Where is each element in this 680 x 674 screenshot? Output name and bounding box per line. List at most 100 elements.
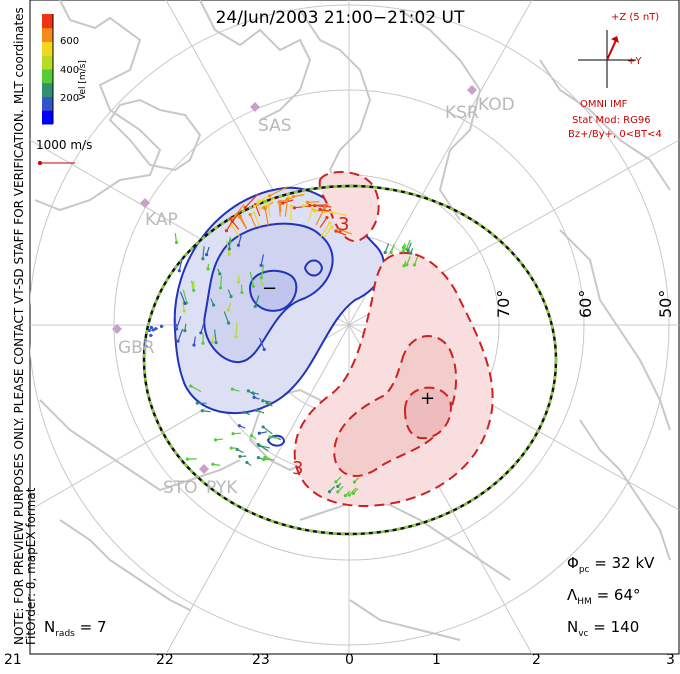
- vector-arrow: [403, 260, 407, 267]
- lambda-subscript: HM: [577, 597, 592, 607]
- vector-arrow: [294, 205, 311, 209]
- vector-arrow: [207, 263, 210, 269]
- vector-arrow: [335, 230, 347, 236]
- vector-arrow: [253, 212, 261, 227]
- vector-arrow: [282, 199, 294, 204]
- vector-origin: [329, 210, 333, 214]
- velocity-vectors: [143, 186, 419, 498]
- vector-arrow: [406, 256, 411, 266]
- vector-origin: [267, 204, 271, 208]
- max-marker: +: [420, 388, 435, 409]
- vector-origin: [177, 269, 181, 273]
- radar-site-markers: [112, 85, 477, 474]
- radar-label-kap: KAP: [145, 210, 178, 230]
- phi-value: = 32 kV: [589, 554, 655, 572]
- vector-origin: [231, 432, 235, 436]
- vector-arrow: [226, 240, 230, 255]
- vector-arrow: [244, 193, 259, 208]
- vector-arrow: [319, 208, 331, 212]
- contour-label-nightside: 3: [292, 458, 303, 479]
- radar-label-gbr: GBR: [118, 338, 155, 358]
- vector-arrow: [264, 208, 269, 226]
- vector-arrow: [251, 435, 257, 440]
- coastlines: [34, 0, 671, 641]
- vector-arrow: [249, 271, 254, 287]
- vector-arrow: [354, 477, 359, 483]
- vector-arrow: [293, 194, 305, 198]
- nvc-symbol: N: [567, 618, 579, 636]
- vector-arrow: [345, 490, 351, 497]
- radar-label-kod: KOD: [478, 95, 515, 115]
- colorbar-tick-200: 200: [60, 93, 80, 104]
- vector-arrow: [260, 264, 265, 278]
- vector-origin: [318, 207, 322, 211]
- vector-arrow: [175, 315, 182, 330]
- vector-arrow: [253, 396, 260, 400]
- vector-arrow: [268, 205, 271, 217]
- lambda-hm-stat: ΛHM = 64°: [567, 586, 641, 607]
- vector-arrow: [223, 311, 230, 324]
- radar-label-sas: SAS: [258, 116, 292, 136]
- radar-label-sto: STO: [163, 478, 198, 498]
- contour-label-dayside: 3: [338, 214, 349, 235]
- imf-stat-model: Stat Mod: RG96: [572, 115, 651, 126]
- colorbar-label: Vel [m/s]: [78, 60, 88, 100]
- radar-label-ksr: KSR: [445, 103, 479, 123]
- nrads-symbol: N: [44, 618, 56, 636]
- vector-arrow: [323, 226, 333, 238]
- vector-arrow: [210, 298, 215, 306]
- nrads-stat: Nrads = 7: [44, 618, 107, 639]
- vector-origin: [200, 409, 204, 413]
- vector-origin: [211, 462, 215, 466]
- vector-arrow: [260, 254, 265, 266]
- vector-arrow: [206, 246, 210, 255]
- x-tick-2: 2: [532, 652, 541, 668]
- phi-symbol: Φ: [567, 554, 579, 572]
- lambda-value: = 64°: [591, 586, 641, 604]
- vector-arrow: [193, 336, 196, 346]
- vector-arrow: [232, 388, 240, 392]
- positive-inner-contour: [333, 335, 457, 477]
- vector-origin: [289, 204, 293, 208]
- vector-arrow: [329, 486, 335, 493]
- nvc-value: = 140: [588, 618, 640, 636]
- vector-arrow: [213, 329, 217, 343]
- vector-origin: [191, 284, 195, 288]
- vector-arrow: [279, 197, 293, 203]
- imf-condition: Bz+/By+, 0<BT<4: [568, 129, 662, 140]
- vector-origin: [263, 207, 267, 211]
- x-tick-3: 3: [666, 652, 675, 668]
- vector-arrow: [307, 201, 320, 203]
- vector-arrow: [232, 203, 245, 219]
- nvc-subscript: vc: [578, 629, 589, 639]
- colorbar-segment: [42, 110, 53, 125]
- vector-arrow: [178, 257, 183, 271]
- colorbar-segment: [42, 41, 53, 56]
- phi-subscript: pc: [578, 565, 590, 575]
- vector-arrow: [212, 463, 221, 466]
- imf-y-label: +Y: [627, 56, 642, 67]
- vector-arrow: [259, 279, 263, 285]
- vector-arrow: [307, 208, 314, 221]
- vector-origin: [227, 247, 231, 251]
- vector-arrow: [290, 205, 292, 221]
- vector-arrow: [259, 337, 265, 350]
- imf-z-label: +Z (5 nT): [611, 12, 660, 23]
- fit-order-label: FitOrder: 8, mapEX format: [24, 487, 38, 645]
- vector-arrow: [319, 222, 330, 239]
- vector-arrow: [246, 461, 252, 467]
- map-title: 24/Jun/2003 21:00−21:02 UT: [215, 8, 465, 28]
- vector-arrow: [231, 225, 240, 237]
- positive-core-contour: [403, 386, 452, 440]
- vector-arrow: [184, 323, 187, 331]
- colorbar-segment: [42, 96, 53, 111]
- vector-arrow: [182, 289, 188, 304]
- colorbar-segment: [42, 14, 53, 29]
- imf-clock: [578, 30, 636, 88]
- vector-arrow: [319, 217, 328, 228]
- colorbar-tick-400: 400: [60, 65, 80, 76]
- vector-arrow: [314, 205, 332, 208]
- vector-arrow: [235, 322, 238, 337]
- vector-arrow: [262, 426, 273, 435]
- vector-arrow: [211, 335, 214, 343]
